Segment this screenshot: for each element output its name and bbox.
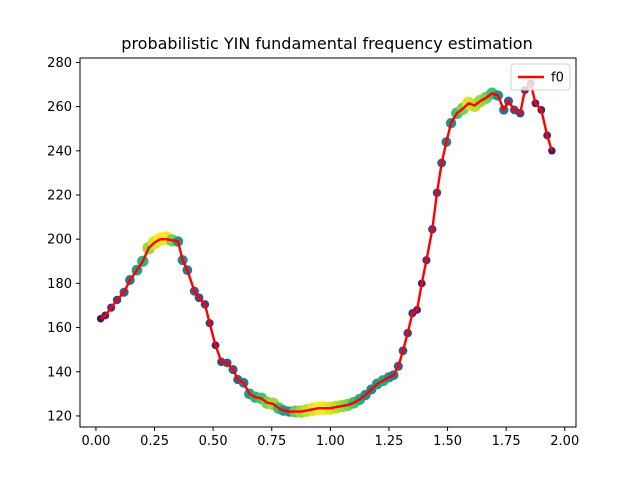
axes: 0.00 0.25 0.50 0.75 1.00 1.25 1.50 1.75 2.00 120 1… bbox=[47, 56, 579, 449]
x-tick-label-4: 1.00 bbox=[316, 434, 345, 449]
scatter-points bbox=[96, 79, 556, 418]
legend-label-f0: f0 bbox=[551, 71, 564, 86]
x-tick-label-7: 1.75 bbox=[492, 434, 521, 449]
legend: f0 bbox=[510, 63, 571, 91]
scatter-point-81 bbox=[548, 147, 556, 155]
y-tick-label-0: 120 bbox=[47, 409, 72, 424]
y-tick-label-6: 240 bbox=[47, 144, 72, 159]
x-tick-label-3: 0.75 bbox=[257, 434, 286, 449]
y-tick-label-2: 160 bbox=[47, 321, 72, 336]
series-line-f0 bbox=[99, 82, 554, 413]
x-tick-label-6: 1.50 bbox=[433, 434, 462, 449]
x-tick-label-1: 0.25 bbox=[140, 434, 169, 449]
y-tick-label-8: 280 bbox=[47, 56, 72, 71]
y-tick-label-3: 180 bbox=[47, 277, 72, 292]
y-tick-label-1: 140 bbox=[47, 365, 72, 380]
series-lines bbox=[99, 82, 554, 413]
chart-title: probabilistic YIN fundamental frequency … bbox=[121, 34, 532, 53]
plot-frame bbox=[79, 57, 577, 428]
x-tick-label-5: 1.25 bbox=[374, 434, 403, 449]
y-tick-label-7: 260 bbox=[47, 100, 72, 115]
y-tick-label-5: 220 bbox=[47, 188, 72, 203]
y-tick-label-4: 200 bbox=[47, 233, 72, 248]
x-tick-label-2: 0.50 bbox=[199, 434, 228, 449]
x-tick-label-0: 0.00 bbox=[81, 434, 110, 449]
x-tick-label-8: 2.00 bbox=[550, 434, 579, 449]
